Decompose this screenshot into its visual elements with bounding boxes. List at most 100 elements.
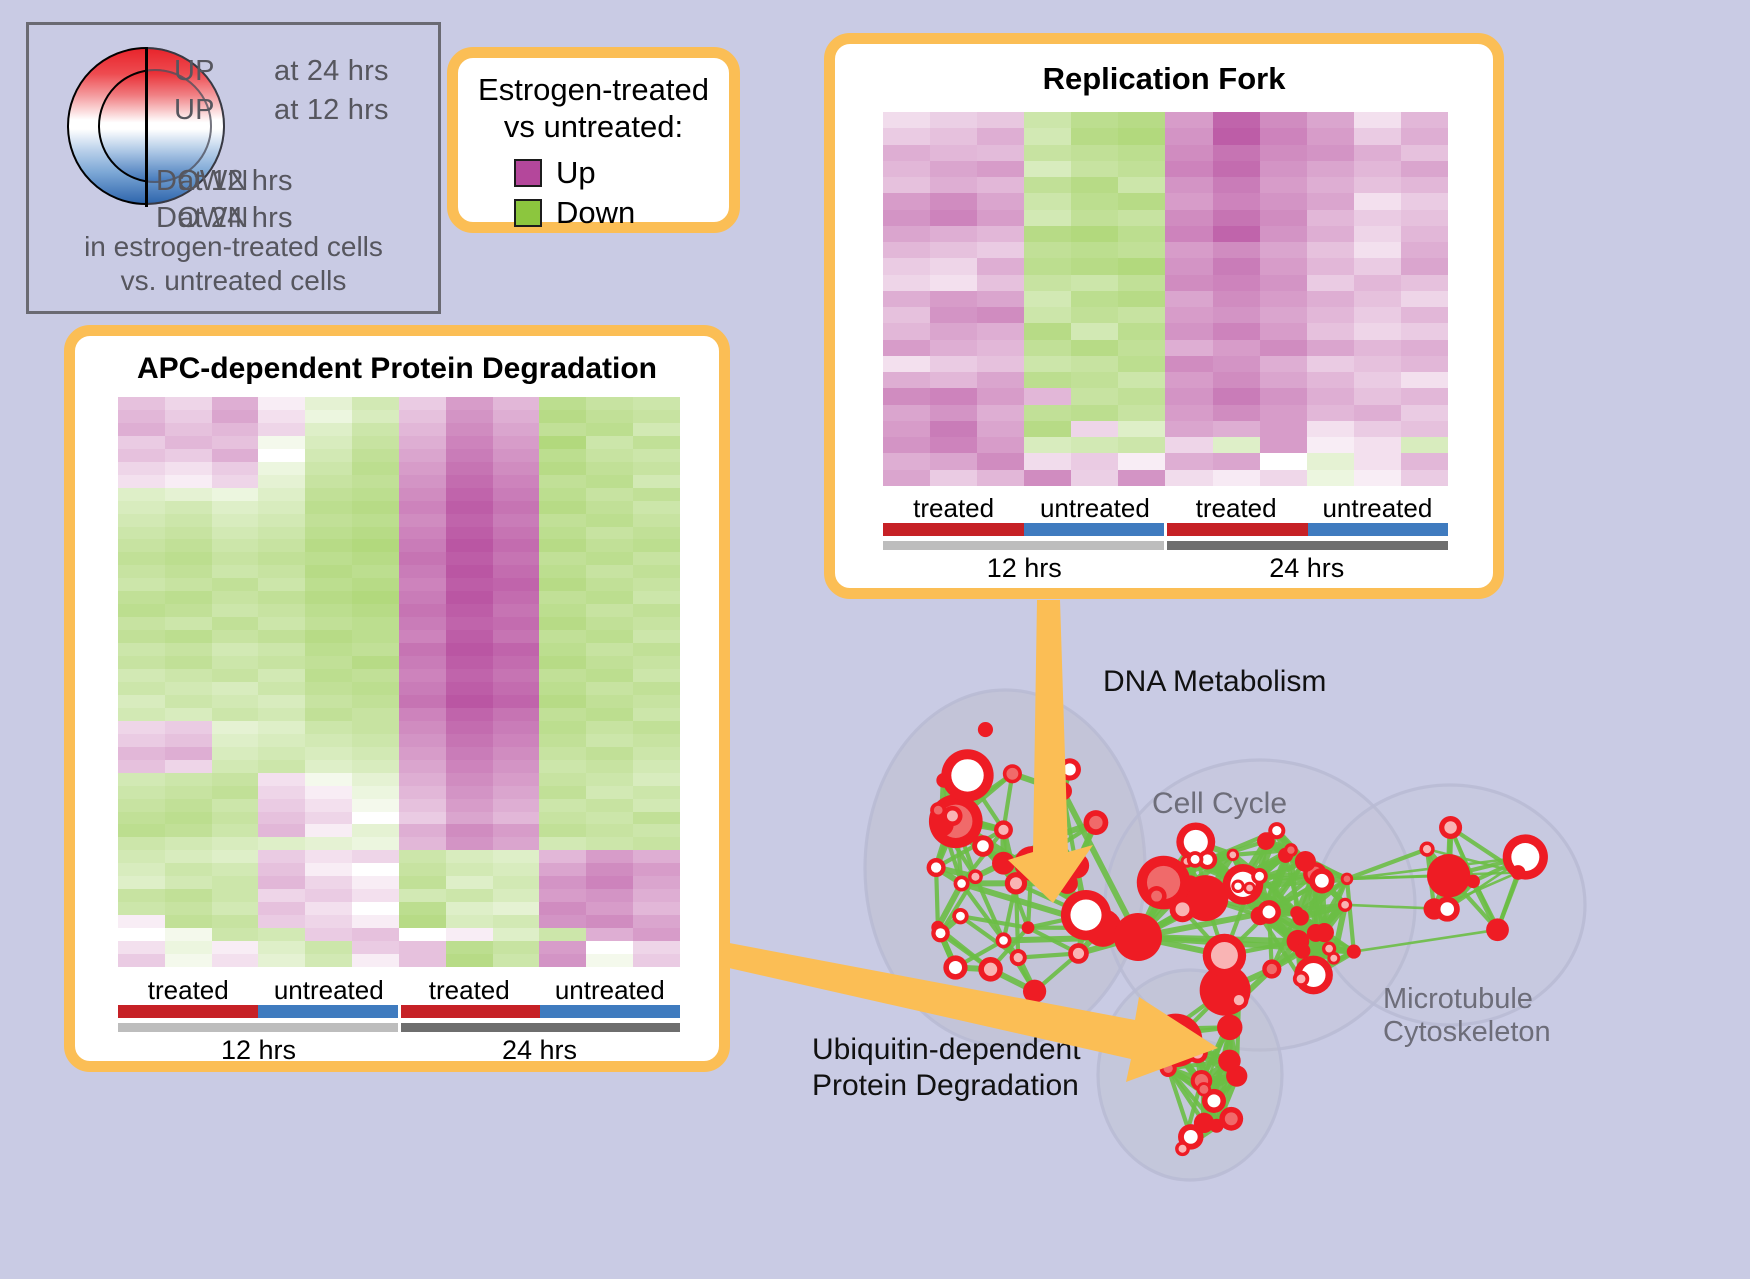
network-node[interactable] [995,932,1012,949]
network-node[interactable] [1009,949,1027,967]
network-node[interactable] [1426,854,1471,898]
heatmap-cell [977,225,1025,243]
network-node[interactable] [1419,841,1435,857]
heatmap-cell [1400,453,1448,470]
network-node[interactable] [941,749,994,802]
heatmap-cell [633,694,680,708]
network-node[interactable] [1083,810,1109,835]
network-node[interactable] [1226,848,1240,862]
network-node[interactable] [1022,979,1047,1003]
heatmap-cell [445,643,493,657]
network-node[interactable] [1196,1082,1212,1097]
heatmap-cell [164,824,212,838]
network-node[interactable] [1186,851,1204,868]
network-node[interactable] [1337,897,1353,912]
heatmap-cell [539,850,587,864]
network-node[interactable] [1202,933,1247,978]
network-node[interactable] [1257,900,1281,924]
network-node[interactable] [953,875,970,892]
network-node[interactable] [1306,923,1325,942]
timepoint-bar-24-hrs [400,1022,680,1032]
network-node[interactable] [936,773,952,788]
network-node[interactable] [1193,1112,1215,1133]
network-node[interactable] [1466,874,1480,889]
network-node[interactable] [1219,1106,1244,1131]
network-node[interactable] [1340,872,1354,886]
network-node[interactable] [1243,881,1256,895]
heatmap-cell [633,422,680,436]
network-node[interactable] [931,923,950,943]
network-node[interactable] [930,802,947,819]
network-node[interactable] [1510,865,1526,880]
heatmap-cell [1306,177,1354,194]
heatmap-cell [1306,404,1354,421]
heatmap-cell [445,448,493,462]
network-node[interactable] [1175,1141,1190,1157]
network-node[interactable] [926,857,946,878]
network-node[interactable] [943,955,968,980]
heatmap-cell [398,681,446,695]
network-node[interactable] [1060,889,1112,941]
network-node[interactable] [1346,944,1361,959]
heatmap-cell [492,928,540,942]
network-node[interactable] [1058,758,1081,781]
network-node[interactable] [978,956,1003,982]
network-node[interactable] [1292,970,1310,988]
heatmap-cell [164,565,212,579]
network-node[interactable] [952,907,969,925]
network-node[interactable] [1262,959,1282,979]
heatmap-cell [539,565,587,579]
network-node[interactable] [1217,1014,1243,1041]
network-node[interactable] [1434,896,1460,922]
heatmap-cell [305,539,353,553]
network-node[interactable] [1182,875,1199,892]
network-node[interactable] [968,869,983,885]
heatmap-cell [1306,225,1354,243]
network-node[interactable] [1004,872,1028,895]
network-node[interactable] [1486,918,1509,942]
network-node[interactable] [1197,849,1218,870]
network-node[interactable] [1021,921,1035,935]
network-node[interactable] [1046,827,1064,846]
heatmap-cell [305,694,353,708]
heatmap-cell [305,397,353,410]
heatmap-cell [118,928,165,942]
heatmap-cell [1165,437,1213,454]
heatmap-cell [211,798,259,812]
heatmap-cell [492,487,540,501]
network-node[interactable] [1284,843,1298,857]
heatmap-cell [211,772,259,786]
network-node[interactable] [1268,822,1286,840]
network-node[interactable] [1063,852,1090,879]
network-node[interactable] [1251,868,1268,885]
network-node[interactable] [992,851,1015,875]
network-node[interactable] [972,835,994,857]
heatmap-cell [883,112,931,129]
network-node[interactable] [942,805,963,827]
network-node[interactable] [1187,1042,1208,1064]
network-node[interactable] [1159,1059,1177,1077]
network-node[interactable] [1218,1049,1241,1073]
heatmap-cell [539,928,587,942]
network-node[interactable] [977,721,994,738]
network-node[interactable] [1114,913,1162,961]
network-node[interactable] [1002,764,1022,784]
network-node[interactable] [1169,896,1196,923]
network-node[interactable] [1294,943,1311,959]
network-node[interactable] [1292,909,1309,926]
network-node[interactable] [1257,832,1275,850]
network-node[interactable] [1053,781,1073,801]
network-node[interactable] [1068,943,1089,964]
network-node[interactable] [1327,951,1341,965]
heatmap-cell [930,225,978,243]
network-node[interactable] [1146,886,1167,907]
network-node[interactable] [1294,850,1316,872]
heatmap-cell [586,902,634,916]
network-node[interactable] [1153,1025,1173,1046]
network-node[interactable] [1231,879,1245,894]
network-node[interactable] [1229,990,1249,1010]
network-node[interactable] [1439,815,1463,840]
network-node[interactable] [994,820,1013,840]
network-node[interactable] [1309,868,1335,894]
